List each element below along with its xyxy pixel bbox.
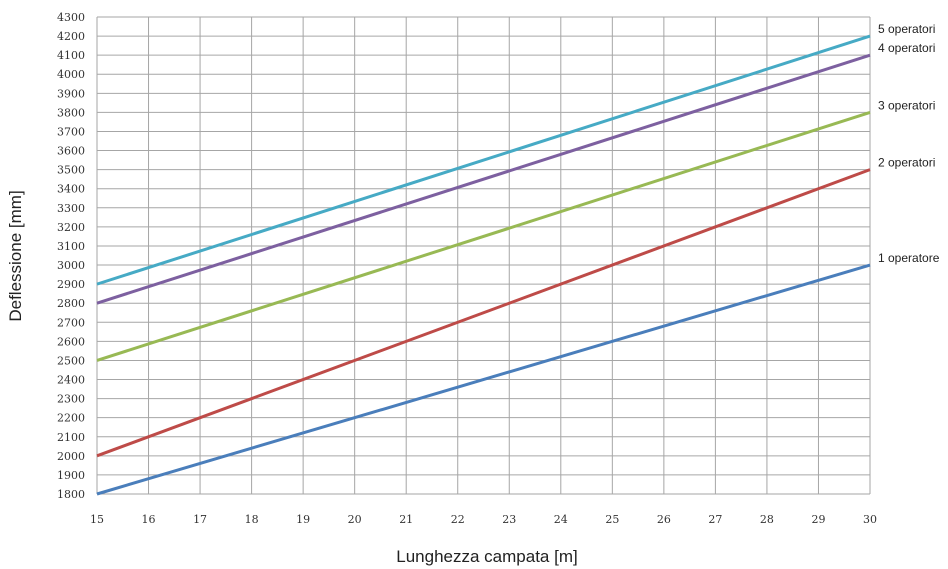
y-tick-label: 3200 bbox=[57, 221, 85, 234]
x-tick-label: 19 bbox=[296, 513, 310, 526]
y-axis-title: Deflessione [mm] bbox=[6, 190, 25, 321]
y-tick-label: 1900 bbox=[57, 469, 85, 482]
x-tick-label: 20 bbox=[348, 513, 362, 526]
x-tick-label: 15 bbox=[90, 513, 104, 526]
series-line-4 bbox=[97, 55, 870, 303]
y-tick-label: 4100 bbox=[57, 49, 85, 62]
y-tick-label: 4000 bbox=[57, 68, 85, 81]
series-label-4: 4 operatori bbox=[878, 41, 935, 55]
y-tick-label: 2400 bbox=[57, 374, 85, 387]
y-tick-label: 3300 bbox=[57, 202, 85, 215]
series-line-5 bbox=[97, 36, 870, 284]
series-label-1: 1 operatore bbox=[878, 251, 940, 265]
x-tick-label: 18 bbox=[245, 513, 259, 526]
y-tick-label: 3800 bbox=[57, 106, 85, 119]
x-tick-label: 22 bbox=[451, 513, 465, 526]
y-tick-label: 2500 bbox=[57, 354, 85, 367]
y-tick-label: 4200 bbox=[57, 30, 85, 43]
y-tick-label: 2100 bbox=[57, 431, 85, 444]
y-tick-label: 2600 bbox=[57, 335, 85, 348]
y-tick-label: 3600 bbox=[57, 145, 85, 158]
series-line-2 bbox=[97, 170, 870, 456]
x-tick-labels: 15 16 17 18 19 20 21 22 23 24 25 26 27 28 29 30 bbox=[90, 513, 877, 526]
y-tick-label: 4300 bbox=[57, 11, 85, 24]
x-tick-label: 25 bbox=[605, 513, 619, 526]
y-tick-label: 2800 bbox=[57, 297, 85, 310]
y-tick-label: 1800 bbox=[57, 488, 85, 501]
series-label-3: 3 operatori bbox=[878, 98, 935, 112]
x-tick-label: 17 bbox=[193, 513, 207, 526]
y-tick-label: 2900 bbox=[57, 278, 85, 291]
y-tick-label: 2700 bbox=[57, 316, 85, 329]
series-label-5: 5 operatori bbox=[878, 22, 935, 36]
y-tick-label: 2200 bbox=[57, 412, 85, 425]
x-tick-label: 28 bbox=[760, 513, 774, 526]
series-line-3 bbox=[97, 112, 870, 360]
y-tick-label: 3400 bbox=[57, 183, 85, 196]
x-tick-label: 29 bbox=[811, 513, 825, 526]
x-tick-label: 26 bbox=[657, 513, 671, 526]
grid bbox=[97, 17, 870, 494]
x-tick-label: 16 bbox=[142, 513, 156, 526]
y-tick-label: 3000 bbox=[57, 259, 85, 272]
series-labels: 1 operatore 2 operatori 3 operatori 4 opera… bbox=[878, 22, 940, 265]
series-label-2: 2 operatori bbox=[878, 156, 935, 170]
x-axis-title: Lunghezza campata [m] bbox=[396, 547, 577, 566]
y-tick-labels: 1800 1900 2000 2100 2200 2300 2400 2500 2600 2700… bbox=[57, 11, 85, 501]
x-tick-label: 27 bbox=[708, 513, 722, 526]
x-tick-label: 30 bbox=[863, 513, 877, 526]
y-tick-label: 3100 bbox=[57, 240, 85, 253]
y-tick-label: 3700 bbox=[57, 125, 85, 138]
x-tick-label: 24 bbox=[554, 513, 568, 526]
y-tick-label: 3900 bbox=[57, 87, 85, 100]
y-tick-label: 2000 bbox=[57, 450, 85, 463]
y-tick-label: 3500 bbox=[57, 164, 85, 177]
x-tick-label: 23 bbox=[502, 513, 516, 526]
y-tick-label: 2300 bbox=[57, 393, 85, 406]
x-tick-label: 21 bbox=[399, 513, 413, 526]
